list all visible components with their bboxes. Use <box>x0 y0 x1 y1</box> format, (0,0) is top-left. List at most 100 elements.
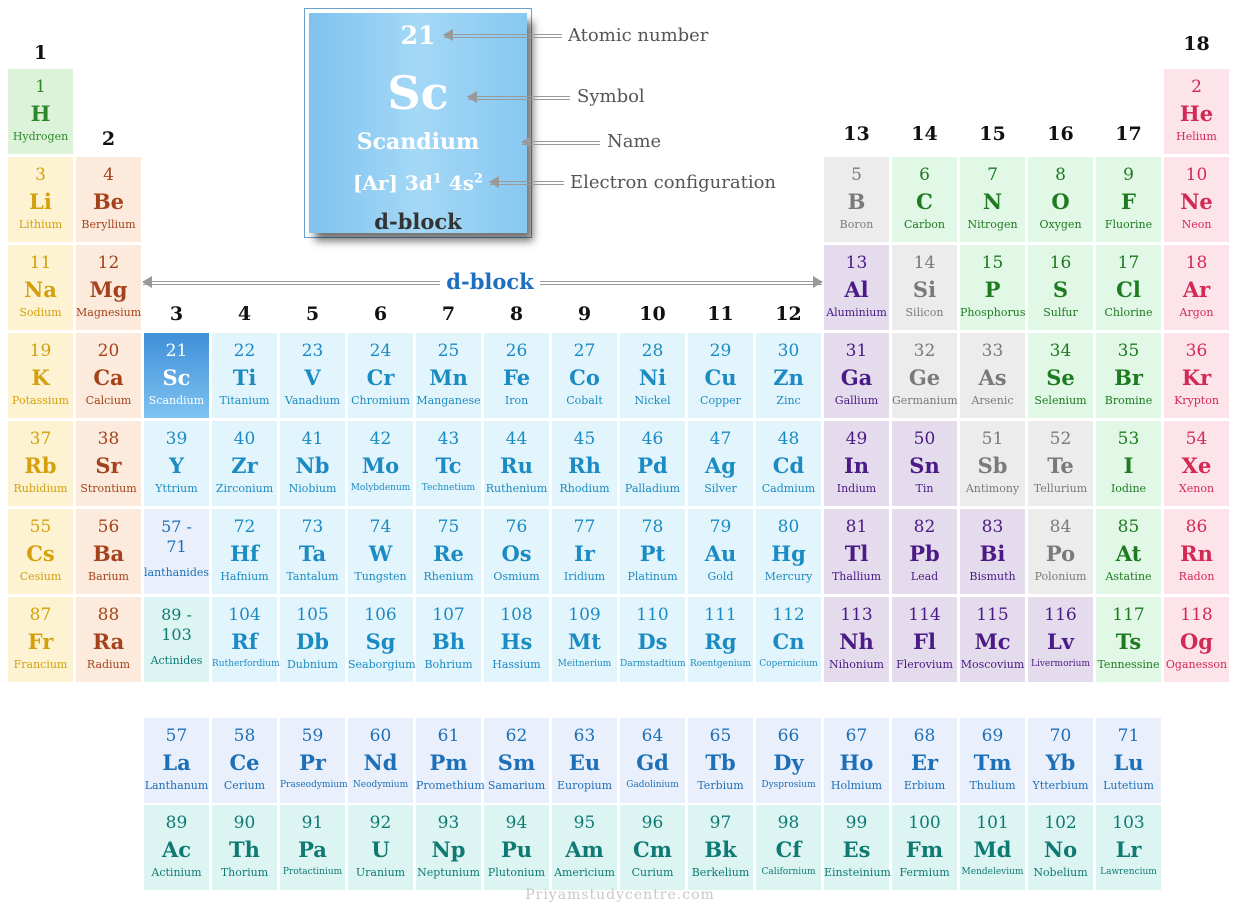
element-cell-n[interactable]: 7 N Nitrogen <box>960 157 1025 242</box>
element-cell-cu[interactable]: 29 Cu Copper <box>688 333 753 418</box>
element-cell-mn[interactable]: 25 Mn Manganese <box>416 333 481 418</box>
element-cell-lr[interactable]: 103 Lr Lawrencium <box>1096 805 1161 890</box>
element-cell-nh[interactable]: 113 Nh Nihonium <box>824 597 889 682</box>
element-cell-sb[interactable]: 51 Sb Antimony <box>960 421 1025 506</box>
element-cell-mg[interactable]: 12 Mg Magnesium <box>76 245 141 330</box>
element-cell-tc[interactable]: 43 Tc Technetium <box>416 421 481 506</box>
element-cell-mo[interactable]: 42 Mo Molybdenum <box>348 421 413 506</box>
element-cell-la[interactable]: 57 La Lanthanum <box>144 718 209 803</box>
element-cell-al[interactable]: 13 Al Aluminium <box>824 245 889 330</box>
range-cell-actinides[interactable]: 89 - 103 Actinides <box>144 597 209 682</box>
element-cell-ag[interactable]: 47 Ag Silver <box>688 421 753 506</box>
element-cell-na[interactable]: 11 Na Sodium <box>8 245 73 330</box>
element-cell-cd[interactable]: 48 Cd Cadmium <box>756 421 821 506</box>
element-cell-w[interactable]: 74 W Tungsten <box>348 509 413 594</box>
element-cell-md[interactable]: 101 Md Mendelevium <box>960 805 1025 890</box>
element-cell-ru[interactable]: 44 Ru Ruthenium <box>484 421 549 506</box>
element-cell-mt[interactable]: 109 Mt Meitnerium <box>552 597 617 682</box>
element-cell-se[interactable]: 34 Se Selenium <box>1028 333 1093 418</box>
element-cell-no[interactable]: 102 No Nobelium <box>1028 805 1093 890</box>
element-cell-nb[interactable]: 41 Nb Niobium <box>280 421 345 506</box>
element-cell-rn[interactable]: 86 Rn Radon <box>1164 509 1229 594</box>
element-cell-pr[interactable]: 59 Pr Praseodymium <box>280 718 348 803</box>
element-cell-v[interactable]: 23 V Vanadium <box>280 333 345 418</box>
element-cell-rb[interactable]: 37 Rb Rubidium <box>8 421 73 506</box>
element-cell-au[interactable]: 79 Au Gold <box>688 509 753 594</box>
element-cell-nd[interactable]: 60 Nd Neodymium <box>348 718 413 803</box>
element-cell-eu[interactable]: 63 Eu Europium <box>552 718 617 803</box>
element-cell-pu[interactable]: 94 Pu Plutonium <box>484 805 549 890</box>
element-cell-sc[interactable]: 21 Sc Scandium <box>144 333 209 418</box>
element-cell-pt[interactable]: 78 Pt Platinum <box>620 509 685 594</box>
element-cell-hs[interactable]: 108 Hs Hassium <box>484 597 549 682</box>
range-cell-lanthanides[interactable]: 57 - 71 lanthanides <box>144 509 209 594</box>
element-cell-in[interactable]: 49 In Indium <box>824 421 889 506</box>
element-cell-at[interactable]: 85 At Astatine <box>1096 509 1161 594</box>
element-cell-s[interactable]: 16 S Sulfur <box>1028 245 1093 330</box>
element-cell-co[interactable]: 27 Co Cobalt <box>552 333 617 418</box>
element-cell-p[interactable]: 15 P Phosphorus <box>960 245 1026 330</box>
element-cell-rh[interactable]: 45 Rh Rhodium <box>552 421 617 506</box>
element-cell-cn[interactable]: 112 Cn Copernicium <box>756 597 821 682</box>
element-cell-bk[interactable]: 97 Bk Berkelium <box>688 805 753 890</box>
element-cell-pb[interactable]: 82 Pb Lead <box>892 509 957 594</box>
element-cell-hg[interactable]: 80 Hg Mercury <box>756 509 821 594</box>
element-cell-dy[interactable]: 66 Dy Dysprosium <box>756 718 821 803</box>
element-cell-db[interactable]: 105 Db Dubnium <box>280 597 345 682</box>
element-cell-ti[interactable]: 22 Ti Titanium <box>212 333 277 418</box>
element-cell-ds[interactable]: 110 Ds Darmstadtium <box>620 597 686 682</box>
element-cell-am[interactable]: 95 Am Americium <box>552 805 617 890</box>
element-cell-ra[interactable]: 88 Ra Radium <box>76 597 141 682</box>
element-cell-as[interactable]: 33 As Arsenic <box>960 333 1025 418</box>
element-cell-zr[interactable]: 40 Zr Zirconium <box>212 421 277 506</box>
element-cell-hf[interactable]: 72 Hf Hafnium <box>212 509 277 594</box>
element-cell-fr[interactable]: 87 Fr Francium <box>8 597 73 682</box>
element-cell-si[interactable]: 14 Si Silicon <box>892 245 957 330</box>
element-cell-og[interactable]: 118 Og Oganesson <box>1164 597 1229 682</box>
element-cell-i[interactable]: 53 I Iodine <box>1096 421 1161 506</box>
element-cell-sm[interactable]: 62 Sm Samarium <box>484 718 549 803</box>
element-cell-lu[interactable]: 71 Lu Lutetium <box>1096 718 1161 803</box>
element-cell-lv[interactable]: 116 Lv Livermorium <box>1028 597 1093 682</box>
element-cell-f[interactable]: 9 F Fluorine <box>1096 157 1161 242</box>
element-cell-tb[interactable]: 65 Tb Terbium <box>688 718 753 803</box>
element-cell-sn[interactable]: 50 Sn Tin <box>892 421 957 506</box>
element-cell-cl[interactable]: 17 Cl Chlorine <box>1096 245 1161 330</box>
element-cell-h[interactable]: 1 H Hydrogen <box>8 69 73 154</box>
element-cell-ar[interactable]: 18 Ar Argon <box>1164 245 1229 330</box>
element-cell-gd[interactable]: 64 Gd Gadolinium <box>620 718 685 803</box>
element-cell-es[interactable]: 99 Es Einsteinium <box>824 805 891 890</box>
element-cell-be[interactable]: 4 Be Beryllium <box>76 157 141 242</box>
element-cell-ho[interactable]: 67 Ho Holmium <box>824 718 889 803</box>
element-cell-ca[interactable]: 20 Ca Calcium <box>76 333 141 418</box>
element-cell-ts[interactable]: 117 Ts Tennessine <box>1096 597 1161 682</box>
element-cell-li[interactable]: 3 Li Lithium <box>8 157 73 242</box>
element-cell-tl[interactable]: 81 Tl Thallium <box>824 509 889 594</box>
element-cell-bh[interactable]: 107 Bh Bohrium <box>416 597 481 682</box>
element-cell-bi[interactable]: 83 Bi Bismuth <box>960 509 1025 594</box>
element-cell-sr[interactable]: 38 Sr Strontium <box>76 421 141 506</box>
element-cell-pa[interactable]: 91 Pa Protactinium <box>280 805 345 890</box>
element-cell-he[interactable]: 2 He Helium <box>1164 69 1229 154</box>
element-cell-u[interactable]: 92 U Uranium <box>348 805 413 890</box>
element-cell-rg[interactable]: 111 Rg Roentgenium <box>688 597 753 682</box>
element-cell-ba[interactable]: 56 Ba Barium <box>76 509 141 594</box>
element-cell-b[interactable]: 5 B Boron <box>824 157 889 242</box>
element-cell-cs[interactable]: 55 Cs Cesium <box>8 509 73 594</box>
element-cell-o[interactable]: 8 O Oxygen <box>1028 157 1093 242</box>
element-cell-pd[interactable]: 46 Pd Palladium <box>620 421 685 506</box>
element-cell-sg[interactable]: 106 Sg Seaborgium <box>348 597 416 682</box>
element-cell-xe[interactable]: 54 Xe Xenon <box>1164 421 1229 506</box>
element-cell-po[interactable]: 84 Po Polonium <box>1028 509 1093 594</box>
element-cell-cr[interactable]: 24 Cr Chromium <box>348 333 413 418</box>
element-cell-te[interactable]: 52 Te Tellurium <box>1028 421 1093 506</box>
element-cell-fe[interactable]: 26 Fe Iron <box>484 333 549 418</box>
element-cell-c[interactable]: 6 C Carbon <box>892 157 957 242</box>
element-cell-th[interactable]: 90 Th Thorium <box>212 805 277 890</box>
element-cell-ga[interactable]: 31 Ga Gallium <box>824 333 889 418</box>
element-cell-fl[interactable]: 114 Fl Flerovium <box>892 597 957 682</box>
element-cell-fm[interactable]: 100 Fm Fermium <box>892 805 957 890</box>
element-cell-yb[interactable]: 70 Yb Ytterbium <box>1028 718 1093 803</box>
element-cell-os[interactable]: 76 Os Osmium <box>484 509 549 594</box>
element-cell-pm[interactable]: 61 Pm Promethium <box>416 718 485 803</box>
